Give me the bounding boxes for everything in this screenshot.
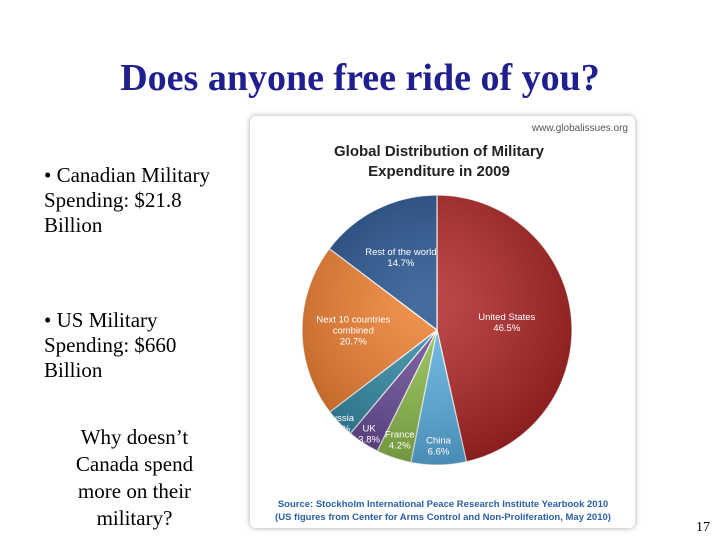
slice-label-uk: UK 3.8%: [358, 424, 380, 446]
chart-title-line2: Expenditure in 2009: [368, 163, 510, 180]
bullet-canadian-spending: • Canadian Military Spending: $21.8 Bill…: [44, 163, 210, 237]
chart-source-line1: Source: Stockholm International Peace Re…: [278, 499, 608, 510]
pie-chart: www.globalissues.org Global Distribution…: [275, 123, 628, 523]
pie-slice-labels: United States 46.5% China 6.6% France 4.2%UK 3…: [316, 247, 535, 458]
chart-card: www.globalissues.org Global Distribution…: [250, 116, 635, 528]
chart-website: www.globalissues.org: [531, 123, 628, 134]
page-number: 17: [696, 520, 710, 535]
slice-label-next-10-countries-combined: Next 10 countries combined 20.7%: [316, 314, 390, 347]
slice-label-china: China 6.6%: [426, 436, 452, 458]
slice-label-united-states: United States 46.5%: [478, 312, 535, 334]
chart-source-line2: (US figures from Center for Arms Control…: [275, 512, 611, 523]
slice-label-france: France 4.2%: [385, 430, 415, 452]
question-text: Why doesn’t Canada spend more on their m…: [75, 425, 194, 530]
bullet-us-spending: • US Military Spending: $660 Billion: [44, 308, 177, 382]
slice-label-russia: Russia 3.5%: [325, 413, 355, 435]
slide-title: Does anyone free ride of you?: [120, 57, 600, 99]
slice-label-rest-of-the-world: Rest of the world 14.7%: [365, 247, 436, 269]
chart-title-line1: Global Distribution of Military: [334, 143, 545, 160]
